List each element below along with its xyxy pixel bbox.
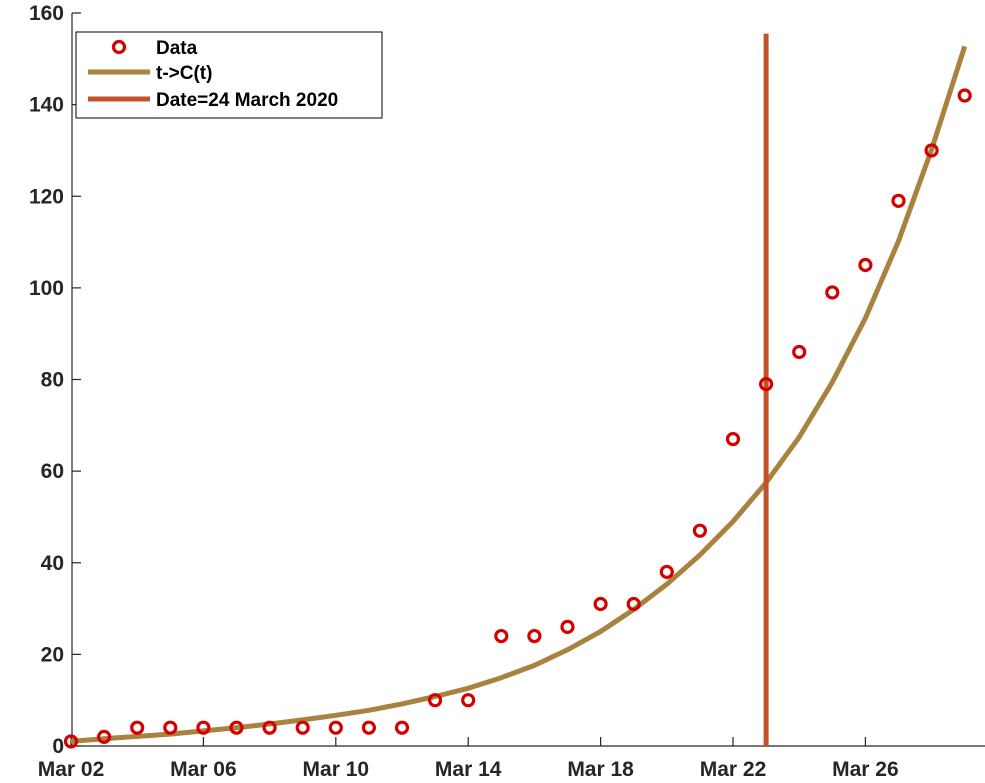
y-axis: 0 20 40 60 80 100 120 140 160 [29,2,81,758]
x-tick-label: Mar 10 [303,758,370,781]
data-point [725,431,741,447]
x-tick-label: Mar 02 [38,758,105,781]
data-point [659,564,674,580]
data-point [428,693,443,708]
data-point [626,596,641,612]
data-point [825,285,840,300]
x-tick-label: Mar 06 [170,758,237,781]
data-point [957,88,972,103]
data-point [96,729,112,744]
y-tick-label: 60 [41,460,64,483]
data-point [858,257,873,273]
data-point [461,693,476,708]
legend-label: Date=24 March 2020 [156,90,338,111]
x-ticks: Mar 02 Mar 06 Mar 10 Mar 14 Mar 18 Mar 22 Mar … [38,737,899,781]
data-point [891,193,906,208]
x-tick-label: Mar 14 [435,758,502,781]
legend-box [75,31,383,119]
data-point [196,720,211,735]
x-tick-label: Mar 26 [832,758,899,781]
data-point [130,720,145,735]
data-point [792,344,807,360]
y-ticks: 0 20 40 60 80 100 120 140 160 [29,2,81,758]
y-tick-label: 20 [41,643,64,666]
y-tick-label: 140 [29,94,64,117]
data-point [361,720,376,735]
data-point [163,720,178,735]
data-point [593,596,608,612]
legend-items: Data t->C(t) Date=24 March 2020 [88,38,338,111]
x-axis: Mar 02 Mar 06 Mar 10 Mar 14 Mar 18 Mar 22 Mar … [38,737,985,781]
x-tick-label: Mar 22 [700,758,767,781]
data-point [328,720,343,735]
legend-label: Data [156,38,198,59]
y-tick-label: 0 [52,735,64,758]
data-point [262,720,277,735]
data-point [494,628,509,644]
data-point [394,720,410,735]
legend: Data t->C(t) Date=24 March 2020 [75,31,383,119]
data-point [295,720,310,735]
data-point [63,734,79,749]
data-point [560,619,575,634]
y-tick-label: 160 [29,2,64,25]
fit-curve-line [70,45,968,744]
y-tick-label: 40 [41,552,64,575]
data-point [692,523,708,538]
plot-area [63,33,972,749]
y-tick-label: 100 [29,277,64,300]
data-point [924,143,939,158]
legend-marker-data [111,39,127,55]
data-point [527,628,542,644]
x-tick-label: Mar 18 [567,758,634,781]
y-tick-label: 120 [29,185,64,208]
data-point [229,720,244,735]
data-point [758,376,774,392]
legend-label: t->C(t) [156,63,212,84]
y-tick-label: 80 [41,369,64,392]
